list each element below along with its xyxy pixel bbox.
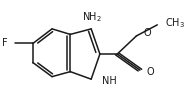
Text: O: O	[146, 67, 154, 77]
Text: NH$_2$: NH$_2$	[82, 10, 102, 24]
Text: CH$_3$: CH$_3$	[165, 16, 185, 30]
Text: F: F	[2, 38, 8, 48]
Text: NH: NH	[102, 76, 117, 86]
Text: O: O	[143, 28, 151, 38]
